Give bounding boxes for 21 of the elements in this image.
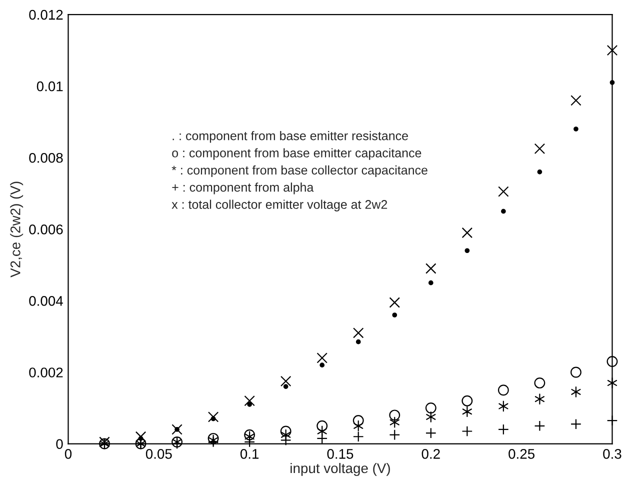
x-axis-title: input voltage (V)	[290, 462, 390, 476]
y-tick-label: 0	[56, 439, 63, 449]
x-tick-label: 0.1	[240, 449, 259, 459]
y-tick-label: 0.01	[36, 81, 63, 92]
annotation: o : component from base emitter capacitance	[172, 148, 422, 160]
y-tick-label: 0.012	[29, 10, 63, 20]
annotation: . : component from base emitter resistance	[172, 131, 408, 143]
y-axis-title: V2,ce (2w2) (V)	[10, 182, 24, 278]
x-tick-label: 0.2	[422, 449, 440, 459]
annotation: + : component from alpha	[172, 182, 314, 194]
y-tick-label: 0.004	[29, 296, 63, 306]
x-tick-label: 0	[64, 449, 72, 459]
y-tick-label: 0.002	[29, 368, 63, 378]
x-tick-label: 0.15	[327, 449, 354, 459]
x-tick-label: 0.25	[508, 449, 534, 459]
y-tick-label: 0.008	[29, 152, 63, 163]
annotation: x : total collector emitter voltage at 2w2	[172, 200, 388, 212]
annotation: * : component from base collector capacitance	[172, 165, 428, 178]
x-tick-label: 0.05	[146, 449, 172, 459]
y-tick-label: 0.006	[29, 224, 63, 234]
x-tick-label: 0.3	[603, 449, 622, 459]
